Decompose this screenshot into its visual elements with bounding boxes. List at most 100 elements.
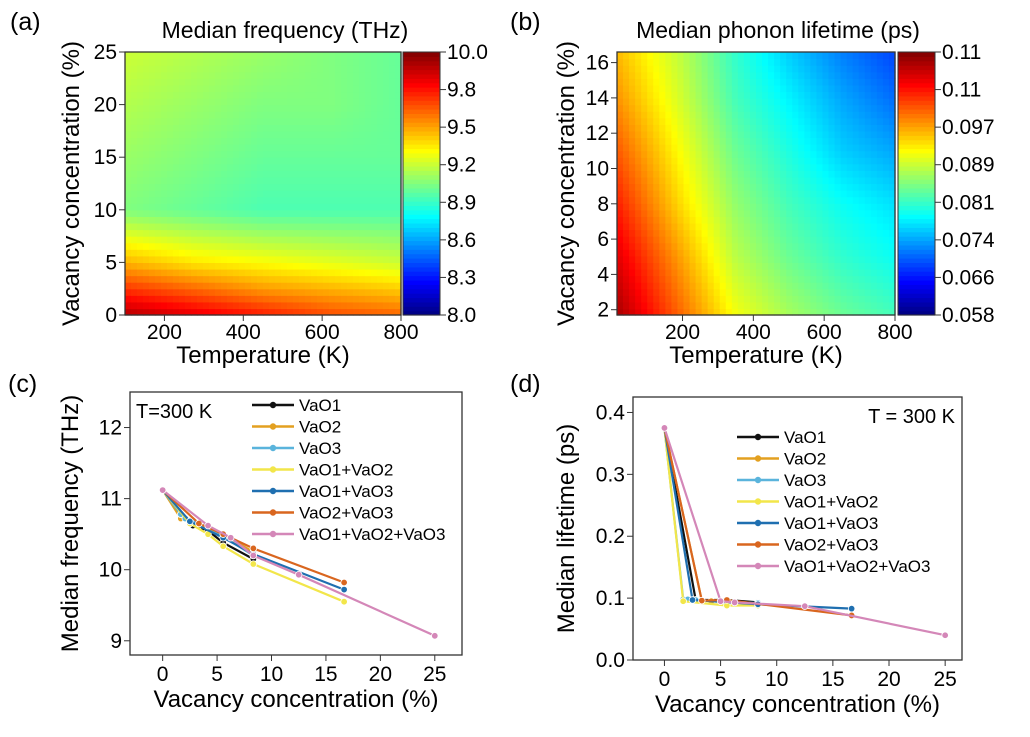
heatmap-cell [671, 176, 679, 185]
legend-marker [754, 562, 762, 570]
heatmap-cell [299, 117, 306, 125]
heatmap-cell [756, 150, 763, 158]
heatmap-cell [623, 255, 630, 263]
heatmap-cell [221, 209, 228, 217]
heatmap-cell [323, 98, 330, 106]
heatmap-cell [870, 157, 878, 165]
heatmap-cell [713, 117, 721, 125]
heatmap-cell [209, 209, 216, 217]
heatmap-cell [743, 275, 751, 283]
heatmap-cell [311, 71, 318, 79]
heatmap-cell [125, 222, 132, 231]
heatmap-cell [281, 288, 288, 296]
heatmap-cell [371, 150, 378, 158]
heatmap-cell [816, 137, 824, 145]
heatmap-cell [203, 157, 210, 165]
heatmap-cell [137, 71, 144, 79]
heatmap-cell [743, 268, 751, 277]
heatmap-cell [257, 183, 264, 191]
heatmap-cell [233, 262, 240, 270]
heatmap-cell [695, 137, 703, 145]
heatmap-cell [257, 268, 264, 277]
heatmap-cell [635, 137, 642, 145]
colorbar-segment [403, 148, 440, 154]
heatmap-cell [383, 157, 390, 165]
heatmap-cell [749, 236, 757, 244]
heatmap-cell [713, 282, 721, 290]
heatmap-cell [725, 196, 733, 204]
heatmap-cell [287, 117, 294, 125]
heatmap-cell [377, 262, 384, 270]
heatmap-cell [365, 196, 372, 204]
heatmap-cell [834, 58, 842, 66]
heatmap-cell [653, 288, 660, 296]
heatmap-cell [341, 137, 348, 145]
heatmap-cell [353, 150, 360, 158]
heatmap-cell [768, 222, 775, 231]
heatmap-cell [731, 78, 739, 86]
heatmap-cell [749, 52, 757, 60]
heatmap-cell [792, 275, 799, 283]
heatmap-cell [305, 308, 312, 316]
heatmap-cell [371, 130, 378, 139]
heatmap-cell [659, 183, 666, 191]
heatmap-cell [647, 117, 654, 125]
heatmap-cell [683, 163, 691, 171]
heatmap-cell [659, 78, 666, 86]
heatmap-cell [846, 144, 854, 152]
heatmap-cell [323, 308, 330, 316]
heatmap-cell [846, 282, 854, 290]
heatmap-cell [323, 150, 330, 158]
heatmap-cell [227, 229, 234, 237]
heatmap-cell [275, 242, 282, 250]
heatmap-cell [359, 71, 366, 79]
heatmap-cell [665, 268, 672, 277]
heatmap-cell [659, 282, 666, 290]
heatmap-cell [395, 262, 402, 270]
heatmap-cell [683, 65, 691, 73]
heatmap-cell [882, 216, 890, 224]
heatmap-cell [197, 222, 204, 231]
heatmap-cell [725, 236, 733, 244]
heatmap-cell [719, 65, 727, 73]
heatmap-cell [677, 111, 685, 119]
heatmap-cell [389, 242, 396, 250]
heatmap-cell [251, 301, 258, 310]
x-tick-label: 20 [369, 663, 392, 686]
heatmap-cell [137, 124, 144, 132]
heatmap-cell [299, 176, 306, 185]
legend-marker [269, 487, 277, 495]
heatmap-cell [617, 52, 624, 60]
heatmap-cell [659, 170, 666, 178]
heatmap-cell [719, 216, 727, 224]
heatmap-cell [155, 58, 162, 66]
heatmap-cell [257, 196, 264, 204]
heatmap-cell [756, 268, 763, 277]
heatmap-cell [173, 301, 180, 310]
heatmap-cell [713, 71, 721, 79]
heatmap-cell [858, 255, 866, 263]
heatmap-cell [828, 163, 836, 171]
heatmap-cell [623, 98, 630, 106]
heatmap-cell [737, 124, 745, 132]
y-tick-label: 0 [105, 304, 117, 327]
heatmap-cell [257, 262, 264, 270]
heatmap-cell [209, 301, 216, 310]
heatmap-cell [701, 249, 709, 257]
heatmap-cell [870, 203, 878, 211]
heatmap-cell [719, 52, 727, 60]
heatmap-cell [311, 137, 318, 145]
series-line [162, 489, 436, 637]
heatmap-cell [864, 216, 872, 224]
heatmap-cell [719, 203, 727, 211]
heatmap-cell [287, 183, 294, 191]
heatmap-cell [149, 78, 156, 86]
heatmap-cell [197, 308, 204, 316]
heatmap-cell [191, 78, 198, 86]
heatmap-cell [647, 98, 654, 106]
heatmap-cell [816, 84, 824, 93]
heatmap-cell [774, 150, 781, 158]
heatmap-cell [173, 150, 180, 158]
heatmap-cell [641, 78, 648, 86]
heatmap-cell [371, 52, 378, 60]
